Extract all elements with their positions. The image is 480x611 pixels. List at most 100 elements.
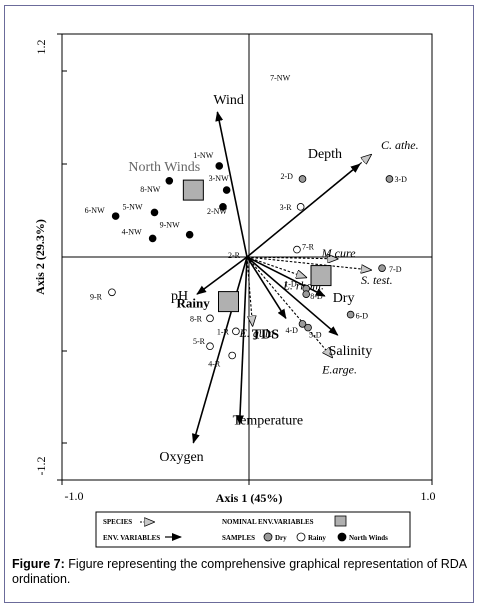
species-arrow-l-rhom: [246, 256, 306, 277]
sample-label-3-nw: 3-NW: [209, 174, 229, 183]
legend-north-label: North Winds: [349, 534, 388, 542]
sample-label-8-d: 8-D: [310, 292, 323, 301]
env-arrow-depth: [246, 163, 361, 258]
sample-point-5-d: [304, 323, 312, 332]
env-arrow-tds: [246, 256, 287, 320]
env-label-temperature: Temperature: [233, 413, 304, 428]
caption-label: Figure 7:: [12, 557, 65, 571]
nominal-label-rainy: Rainy: [177, 296, 211, 311]
legend-dry-marker: [263, 532, 273, 542]
env-label-wind: Wind: [213, 93, 244, 108]
sample-point-5-r: [206, 342, 214, 351]
sample-point-8-nw: [165, 177, 174, 185]
sample-label-1-d: 1-D: [284, 280, 297, 289]
sample-point-4-r: [228, 351, 237, 360]
sample-label-1-r: 1-R: [217, 327, 230, 336]
sample-label-5-nw: 5-NW: [123, 202, 143, 211]
sample-label-7-r: 7-R: [302, 243, 315, 252]
figure-caption: Figure 7: Figure representing the compre…: [12, 557, 467, 587]
species-arrow-e-gula: [246, 256, 253, 326]
y-axis-label: Axis 2 (29.3%): [33, 219, 47, 295]
sample-point-8-d: [302, 290, 311, 298]
sample-label-5-d: 5-D: [309, 331, 322, 340]
sample-point-4-d: [298, 320, 307, 328]
sample-label-2-d: 2-D: [281, 172, 294, 181]
sample-label-7-nw: 7-NW: [270, 74, 290, 83]
legend-north-marker: [337, 532, 347, 542]
sample-label-3-r: 3-R: [280, 203, 293, 212]
x-axis-label: Axis 1 (45%): [216, 491, 283, 505]
sample-label-3-d: 3-D: [394, 175, 407, 184]
sample-label-8-nw: 8-NW: [140, 185, 160, 194]
species-arrow-m-cure: [246, 257, 338, 259]
env-label-salinity: Salinity: [329, 344, 373, 359]
legend-species-label: SPECIES: [103, 518, 132, 526]
legend-rainy-marker: [296, 532, 306, 542]
sample-point-7-d: [378, 264, 386, 272]
nominal-box-dry: [310, 265, 332, 287]
x-tick-label-max: 1.0: [421, 489, 436, 503]
figure-frame: [4, 5, 474, 603]
env-variable-arrows: Wind Depth pH Dry TDS Salinity Temperature Oxyg…: [159, 93, 372, 465]
sample-point-2-nw: [219, 203, 227, 211]
sample-label-6-d: 6-D: [356, 312, 369, 321]
sample-label-2-r: 2-R: [228, 251, 241, 260]
env-label-depth: Depth: [308, 147, 342, 162]
sample-point-3-nw: [222, 186, 231, 194]
legend-nominal-label: NOMINAL ENV.VARIABLES: [222, 518, 314, 526]
legend: SPECIES ENV. VARIABLES NOMINAL ENV.VARIA…: [95, 511, 411, 548]
sample-label-2-nw: 2-NW: [207, 207, 227, 216]
sample-point-9-nw: [185, 230, 194, 239]
sample-point-3-r: [296, 203, 305, 211]
species-label-e-gula: E. gula: [239, 326, 275, 340]
sample-point-9-r: [108, 288, 116, 297]
species-label-s-test: S. test.: [361, 273, 393, 287]
sample-point-1-r: [232, 327, 240, 336]
sample-point-1-nw: [215, 162, 224, 170]
x-tick-label-min: -1.0: [65, 489, 84, 503]
sample-label-9-nw: 9-NW: [160, 221, 180, 230]
species-arrow-e-arge: [246, 256, 332, 357]
species-arrow-s-test: [246, 256, 371, 270]
sample-label-4-r: 4-R: [208, 359, 221, 368]
sample-point-4-nw: [148, 234, 157, 243]
env-label-dry: Dry: [333, 291, 355, 306]
legend-rainy-label: Rainy: [308, 534, 326, 542]
axis-ticks: [57, 33, 433, 485]
sample-label-1-nw: 1-NW: [193, 151, 213, 160]
species-label-m-cure: M.cure: [321, 246, 357, 260]
legend-env-label: ENV. VARIABLES: [103, 534, 160, 542]
sample-point-8-r: [206, 314, 214, 323]
nominal-box-rainy: [218, 291, 239, 313]
env-arrow-oxygen: [192, 256, 248, 444]
rda-biplot: -1.0 1.0 1.2 -1.2 Axis 1 (45%) Axis 2 (2…: [33, 33, 436, 548]
sample-point-7-r: [293, 245, 301, 254]
sample-label-8-r: 8-R: [190, 314, 203, 323]
sample-label-4-d: 4-D: [286, 326, 299, 335]
env-arrow-temperature: [236, 256, 248, 426]
sample-label-4-nw: 4-NW: [122, 227, 142, 236]
env-arrow-dry: [246, 256, 326, 297]
nominal-box-north-winds: [182, 179, 204, 201]
env-label-ph: pH: [171, 289, 188, 304]
env-arrow-salinity: [246, 256, 339, 336]
sample-point-2-d: [298, 175, 307, 183]
sample-point-6-d: [346, 310, 355, 319]
env-arrow-wind: [215, 111, 248, 258]
legend-nominal-box: [334, 515, 347, 527]
env-arrow-ph: [196, 256, 248, 295]
sample-point-5-nw: [150, 208, 159, 217]
sample-point-3-d: [385, 175, 394, 183]
species-label-c-athe: C. athe.: [381, 138, 419, 152]
env-label-tds: TDS: [252, 327, 279, 342]
env-label-oxygen: Oxygen: [159, 450, 203, 465]
y-tick-label-min: -1.2: [34, 457, 48, 476]
sample-label-7-d: 7-D: [389, 265, 402, 274]
sample-label-6-nw: 6-NW: [85, 206, 105, 215]
sample-label-5-r: 5-R: [193, 337, 206, 346]
legend-samples-label: SAMPLES: [222, 534, 255, 542]
nominal-variable-boxes: North Winds Rainy: [128, 160, 332, 313]
legend-dry-label: Dry: [275, 534, 287, 542]
species-label-e-arge: E.arge.: [321, 362, 357, 376]
sample-points: 7-NW 1-NW 8-NW 3-NW 5-NW 6-NW 2-NW 9-NW 4-NW 2-D 3…: [85, 74, 407, 369]
